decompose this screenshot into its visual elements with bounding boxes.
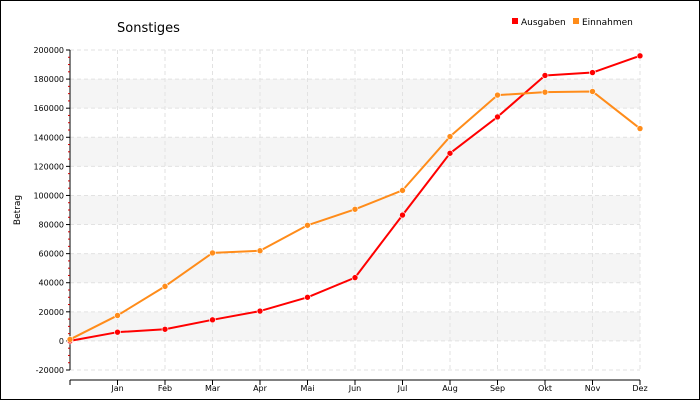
data-point	[351, 205, 359, 213]
y-tick-label: -20000	[36, 366, 64, 375]
x-tick-label: Mai	[300, 384, 314, 393]
data-point	[114, 312, 121, 319]
data-point	[399, 211, 406, 219]
series-ausgaben	[66, 52, 644, 345]
data-point	[589, 88, 596, 95]
data-point	[541, 72, 549, 79]
data-point	[494, 91, 501, 99]
x-tick-label: Okt	[538, 384, 552, 393]
data-point	[66, 336, 74, 343]
data-point	[209, 249, 216, 257]
y-tick-label: 0	[59, 337, 64, 346]
data-point	[304, 293, 311, 301]
data-point	[446, 133, 454, 140]
data-point	[161, 283, 169, 290]
data-point	[304, 221, 311, 229]
y-tick-label: 40000	[39, 279, 64, 288]
data-point	[636, 125, 644, 132]
y-tick-label: 100000	[33, 191, 64, 200]
x-tick-label: Jan	[110, 384, 123, 393]
y-tick-label: 80000	[39, 221, 64, 230]
x-tick-label: Sep	[490, 384, 505, 393]
data-point	[541, 88, 549, 96]
series-einnahmen	[66, 88, 644, 343]
x-tick-label: Feb	[158, 384, 172, 393]
y-tick-label: 20000	[39, 308, 64, 317]
x-tick-label: Jun	[348, 384, 362, 393]
x-tick-label: Jul	[397, 384, 408, 393]
x-tick-label: Mar	[205, 384, 221, 393]
y-tick-label: 200000	[33, 46, 64, 55]
data-point	[114, 328, 121, 336]
data-point	[161, 325, 169, 333]
x-tick-label: Nov	[585, 384, 601, 393]
x-tick-label: Aug	[442, 384, 458, 393]
data-point	[494, 113, 501, 121]
legend-label: Einnahmen	[582, 18, 633, 28]
data-point	[446, 149, 454, 157]
legend-swatch	[512, 18, 518, 24]
y-tick-label: 60000	[39, 250, 64, 259]
x-tick-label: Apr	[253, 384, 268, 393]
y-axis-label: Betrag	[13, 195, 23, 225]
y-tick-label: 120000	[33, 162, 64, 171]
data-point	[209, 316, 216, 324]
data-point	[256, 307, 264, 315]
data-point	[589, 69, 596, 76]
data-point	[256, 247, 264, 255]
y-tick-label: 140000	[33, 133, 64, 142]
data-point	[351, 274, 359, 281]
legend-swatch	[573, 18, 579, 24]
chart-title: Sonstiges	[117, 21, 180, 36]
data-point	[636, 52, 644, 60]
legend-label: Ausgaben	[521, 18, 566, 28]
data-point	[399, 187, 406, 194]
y-tick-label: 160000	[33, 104, 64, 113]
x-tick-label: Dez	[632, 384, 647, 393]
y-tick-label: 180000	[33, 75, 64, 84]
